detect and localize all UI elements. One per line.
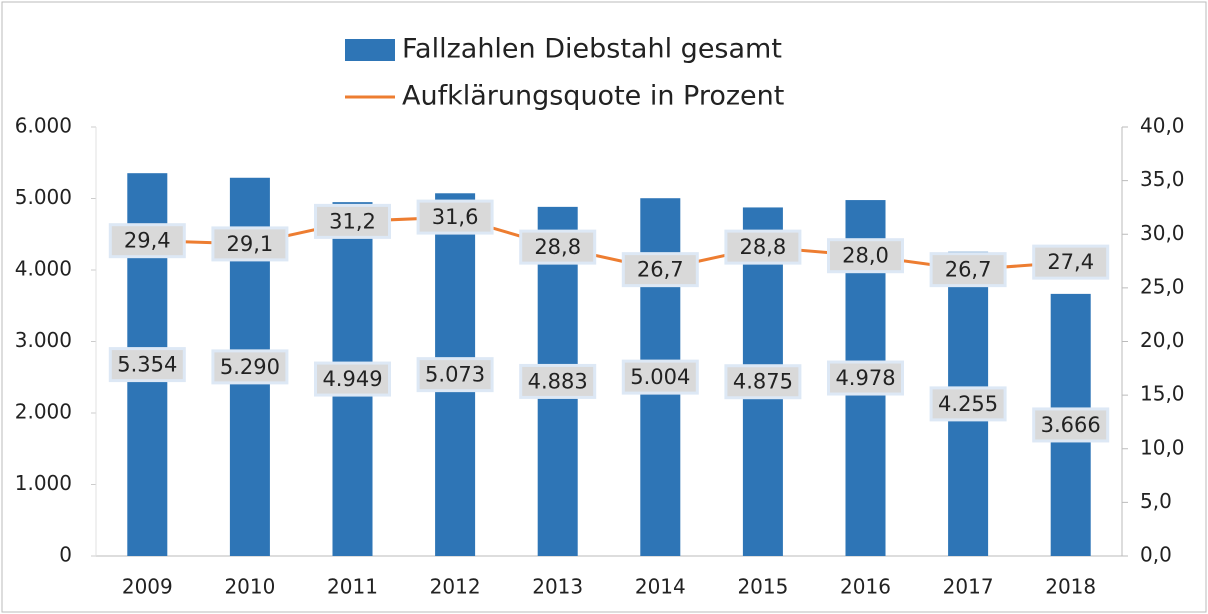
x-tick-label: 2009 <box>122 575 173 599</box>
data-label-box <box>108 223 186 259</box>
legend-label: Aufklärungsquote in Prozent <box>402 81 784 112</box>
x-tick-label: 2015 <box>737 575 788 599</box>
y2-tick-label: 25,0 <box>1140 274 1185 298</box>
data-label-box <box>519 229 597 265</box>
data-label-box <box>929 252 1007 288</box>
data-label: 4.883 <box>528 369 588 393</box>
data-label-box <box>416 199 494 235</box>
data-label-box <box>314 203 391 239</box>
y-tick-label: 1.000 <box>15 471 72 495</box>
y-tick-label: 2.000 <box>15 400 72 424</box>
data-label-box <box>1032 407 1110 443</box>
y-tick-label: 0 <box>59 543 72 567</box>
data-label: 27,4 <box>1047 250 1094 274</box>
x-tick-label: 2016 <box>840 575 891 599</box>
data-label: 5.073 <box>425 363 485 387</box>
data-label-box <box>827 238 904 274</box>
y-tick-label: 5.000 <box>15 185 72 209</box>
data-label-box <box>211 226 289 262</box>
data-label: 31,2 <box>329 209 376 233</box>
line <box>147 215 1071 272</box>
data-label: 4.255 <box>938 392 998 416</box>
data-label: 31,6 <box>432 205 479 229</box>
data-label-box <box>1032 244 1110 280</box>
x-tick-label: 2010 <box>224 575 275 599</box>
data-label: 29,1 <box>227 232 274 256</box>
data-label-box <box>211 349 289 385</box>
data-label-box <box>724 229 802 265</box>
data-label: 28,0 <box>842 244 889 268</box>
data-label: 4.875 <box>733 370 793 394</box>
data-label: 4.978 <box>835 366 895 390</box>
data-label-box <box>108 347 186 383</box>
x-tick-label: 2014 <box>635 575 686 599</box>
data-label-box <box>724 364 802 400</box>
data-label: 28,8 <box>534 235 581 259</box>
legend-label: Fallzahlen Diebstahl gesamt <box>402 34 782 65</box>
data-label: 5.290 <box>220 355 280 379</box>
y2-tick-label: 35,0 <box>1140 167 1185 191</box>
y2-tick-label: 10,0 <box>1140 435 1185 459</box>
y2-tick-label: 5,0 <box>1140 489 1172 513</box>
legend-swatch <box>345 39 395 61</box>
data-label: 4.949 <box>322 367 382 391</box>
x-tick-label: 2012 <box>430 575 481 599</box>
data-label: 28,8 <box>740 235 787 259</box>
data-label: 26,7 <box>637 258 684 282</box>
x-tick-label: 2018 <box>1045 575 1096 599</box>
data-label-box <box>314 361 391 397</box>
y-tick-label: 4.000 <box>15 257 72 281</box>
data-label-box <box>416 357 494 393</box>
data-label: 29,4 <box>124 229 171 253</box>
data-label-box <box>827 360 904 396</box>
y2-tick-label: 20,0 <box>1140 328 1185 352</box>
x-tick-label: 2011 <box>327 575 378 599</box>
data-label-box <box>519 363 597 399</box>
y2-tick-label: 30,0 <box>1140 221 1185 245</box>
data-label: 3.666 <box>1041 413 1101 437</box>
data-label-box <box>621 359 699 395</box>
data-label-box <box>929 386 1007 422</box>
x-tick-label: 2013 <box>532 575 583 599</box>
data-label: 5.004 <box>630 365 690 389</box>
y-tick-label: 6.000 <box>15 114 72 138</box>
y2-tick-label: 0,0 <box>1140 543 1172 567</box>
y-tick-label: 3.000 <box>15 328 72 352</box>
data-label: 5.354 <box>117 353 177 377</box>
data-label: 26,7 <box>945 258 992 282</box>
x-tick-label: 2017 <box>943 575 994 599</box>
y2-tick-label: 40,0 <box>1140 114 1185 138</box>
data-label-box <box>621 252 699 288</box>
y2-tick-label: 15,0 <box>1140 382 1185 406</box>
